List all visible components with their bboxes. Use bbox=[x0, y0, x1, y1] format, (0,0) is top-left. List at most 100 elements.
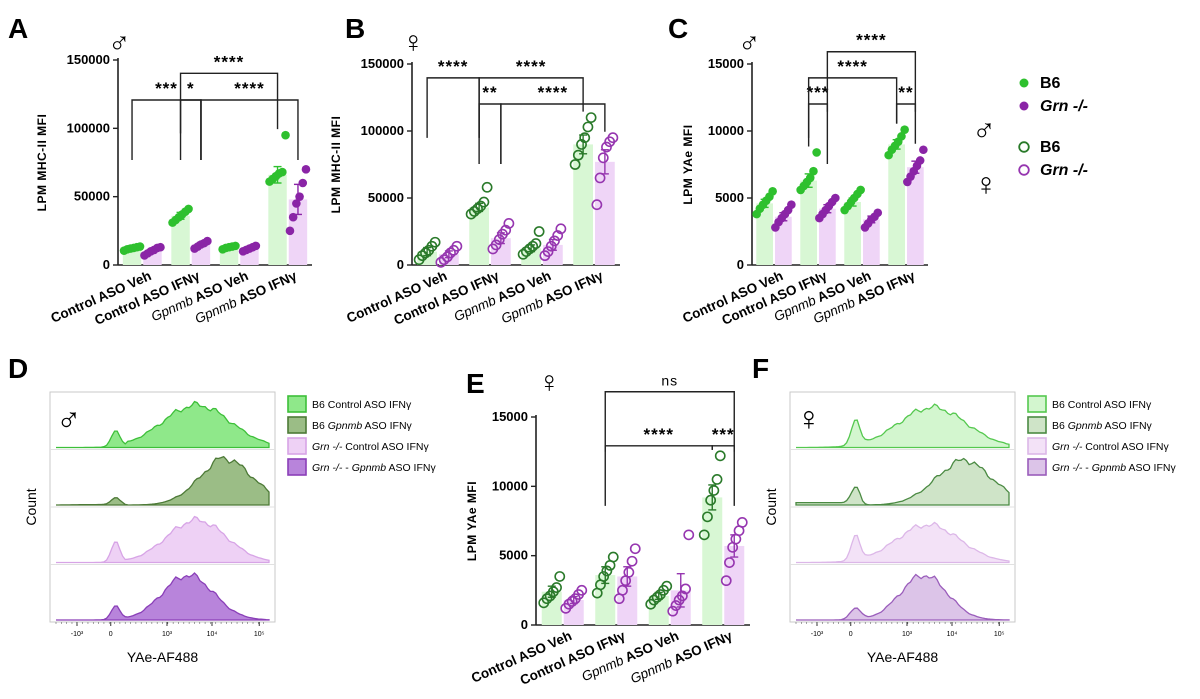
x-tick-label: 0 bbox=[849, 631, 853, 638]
legend-swatch bbox=[1027, 416, 1047, 434]
significance-label: ** bbox=[898, 83, 913, 102]
y-tick-label: 0 bbox=[737, 257, 744, 272]
data-point bbox=[572, 149, 584, 161]
y-axis-title: LPM MHC-II MFI bbox=[35, 114, 49, 212]
data-point bbox=[919, 145, 928, 155]
bar bbox=[595, 575, 616, 625]
data-point bbox=[579, 132, 591, 144]
histogram-curve bbox=[796, 403, 1010, 449]
data-point bbox=[285, 226, 295, 236]
panel-letter-f: F bbox=[752, 353, 769, 384]
significance-label: **** bbox=[214, 52, 244, 71]
data-point bbox=[812, 148, 821, 157]
legend-text: ASO IFNγ bbox=[1126, 462, 1176, 474]
data-point bbox=[724, 557, 735, 568]
male-symbol-icon: ♂ bbox=[108, 26, 131, 59]
data-point bbox=[295, 192, 304, 201]
legend-label: B6 Control ASO IFNγ bbox=[1052, 399, 1152, 411]
data-point bbox=[184, 204, 193, 214]
data-point bbox=[429, 236, 441, 248]
data-point bbox=[527, 240, 539, 252]
legend-gene: Gpnmb bbox=[1092, 462, 1127, 474]
data-point bbox=[490, 239, 502, 251]
significance-bracket bbox=[826, 51, 917, 112]
data-point bbox=[549, 235, 560, 247]
legend-label: Grn -/- - Gpnmb ASO IFNγ bbox=[1052, 462, 1176, 474]
significance-label: * bbox=[187, 79, 195, 98]
y-axis-title: LPM MHC-II MFI bbox=[329, 116, 343, 214]
significance-label: *** bbox=[155, 79, 178, 98]
legend-text: B6 bbox=[312, 420, 328, 432]
legend-text: B6 bbox=[1052, 399, 1068, 411]
histogram-curve bbox=[796, 573, 1010, 621]
significance-bracket bbox=[200, 99, 299, 160]
female-symbol-icon: ♀ bbox=[538, 366, 561, 399]
significance-bracket bbox=[604, 445, 713, 506]
legend-gene: Gpnmb bbox=[328, 420, 363, 432]
data-point bbox=[517, 248, 529, 260]
significance-label: **** bbox=[516, 57, 546, 76]
data-point bbox=[576, 138, 587, 150]
y-tick-label: 150000 bbox=[67, 52, 110, 67]
data-point bbox=[203, 236, 212, 246]
data-point bbox=[541, 593, 553, 605]
flow-panel-d: D ♂ -10³ 0 10³ 10⁴ 10⁵ YAe-AF488 Count B6 Control… bbox=[8, 353, 436, 665]
x-tick-label: 0 bbox=[109, 631, 113, 638]
data-point bbox=[503, 218, 515, 229]
data-point bbox=[787, 200, 796, 209]
legend-swatch bbox=[287, 416, 307, 434]
significance-bracket bbox=[604, 391, 735, 452]
x-tick-label: -10³ bbox=[811, 631, 824, 638]
bar bbox=[573, 144, 593, 265]
data-point bbox=[591, 199, 603, 211]
legend-label: Grn -/- bbox=[1040, 162, 1088, 179]
y-tick-label: 5000 bbox=[499, 548, 528, 563]
data-point bbox=[683, 529, 695, 541]
data-point bbox=[533, 226, 545, 237]
legend-gene: Gpnmb bbox=[352, 462, 387, 474]
significance-label: **** bbox=[644, 425, 674, 444]
data-point bbox=[569, 159, 581, 170]
panel-letter-b: B bbox=[345, 13, 365, 44]
legend-label: Grn -/- - Gpnmb ASO IFNγ bbox=[312, 462, 436, 474]
x-tick-label: 10⁵ bbox=[994, 631, 1005, 638]
female-symbol-icon: ♀ bbox=[796, 400, 822, 438]
legend-swatch bbox=[287, 395, 307, 413]
data-point bbox=[555, 223, 567, 235]
data-point bbox=[768, 187, 777, 196]
female-symbol-icon: ♀ bbox=[402, 26, 425, 59]
legend-gene: Grn -/- bbox=[1052, 441, 1083, 453]
legend-text: Control ASO IFNγ bbox=[1068, 399, 1152, 411]
legend-marker bbox=[1019, 78, 1029, 88]
data-point bbox=[481, 181, 493, 193]
histogram-curve bbox=[56, 572, 270, 621]
significance-label: **** bbox=[837, 57, 867, 76]
data-point bbox=[500, 224, 512, 236]
data-point bbox=[156, 242, 165, 252]
legend-text: Control ASO IFNγ bbox=[1082, 441, 1169, 453]
legend-text: B6 bbox=[1052, 420, 1068, 432]
y-axis-title: LPM YAe MFI bbox=[681, 124, 695, 204]
data-point bbox=[281, 130, 290, 140]
legend-label: B6 Gpnmb ASO IFNγ bbox=[1052, 420, 1153, 432]
legend-text: ASO IFNγ bbox=[386, 462, 436, 474]
data-point bbox=[736, 516, 748, 528]
legend-swatch bbox=[1027, 395, 1047, 413]
significance-label: ns bbox=[661, 373, 678, 389]
data-point bbox=[594, 172, 606, 184]
legend-label: B6 bbox=[1040, 139, 1061, 156]
data-point bbox=[542, 246, 554, 257]
bar bbox=[648, 595, 669, 625]
bar bbox=[595, 161, 615, 265]
y-tick-label: 10000 bbox=[492, 478, 528, 493]
x-axis-title: YAe-AF488 bbox=[127, 649, 199, 665]
legend-label: Grn -/- bbox=[1040, 98, 1088, 115]
data-point bbox=[420, 247, 431, 259]
legend-text: - bbox=[342, 462, 351, 474]
data-point bbox=[720, 575, 732, 587]
data-point bbox=[298, 178, 308, 188]
